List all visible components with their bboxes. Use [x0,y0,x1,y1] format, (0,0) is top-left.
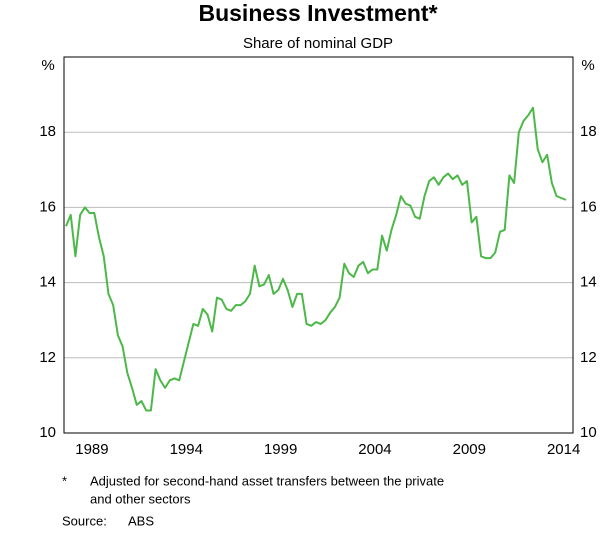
y-tick-label: 18 [39,123,56,140]
source-label: Source: [62,513,107,528]
chart-title: Business Investment* [198,0,437,26]
chart-subtitle: Share of nominal GDP [243,35,393,52]
x-tick-label: 2004 [358,441,391,458]
source: ABS [128,513,154,528]
footnote: Adjusted for second-hand asset transfers… [90,473,444,488]
y-tick-label: 16 [39,198,56,215]
y2-tick-label: 16 [580,198,597,215]
data-line [65,106,567,412]
y-tick-label: 14 [39,274,56,291]
y2-tick-label: 18 [580,123,597,140]
y-tick-label: 10 [39,424,56,441]
x-tick-label: 2014 [547,441,580,458]
x-tick-label: 2009 [453,441,486,458]
y2-tick-label: 14 [580,274,597,291]
y2-tick-label: 12 [580,349,597,366]
y2-axis-label: % [581,57,594,74]
plot-frame [63,56,574,434]
x-tick-label: 1989 [75,441,108,458]
y2-tick-label: 10 [580,424,597,441]
y-tick-label: 12 [39,349,56,366]
x-tick-label: 1999 [264,441,297,458]
y-axis-label: % [41,57,54,74]
footnote-marker: * [62,473,67,488]
x-tick-label: 1994 [170,441,203,458]
footnote: and other sectors [90,491,191,506]
